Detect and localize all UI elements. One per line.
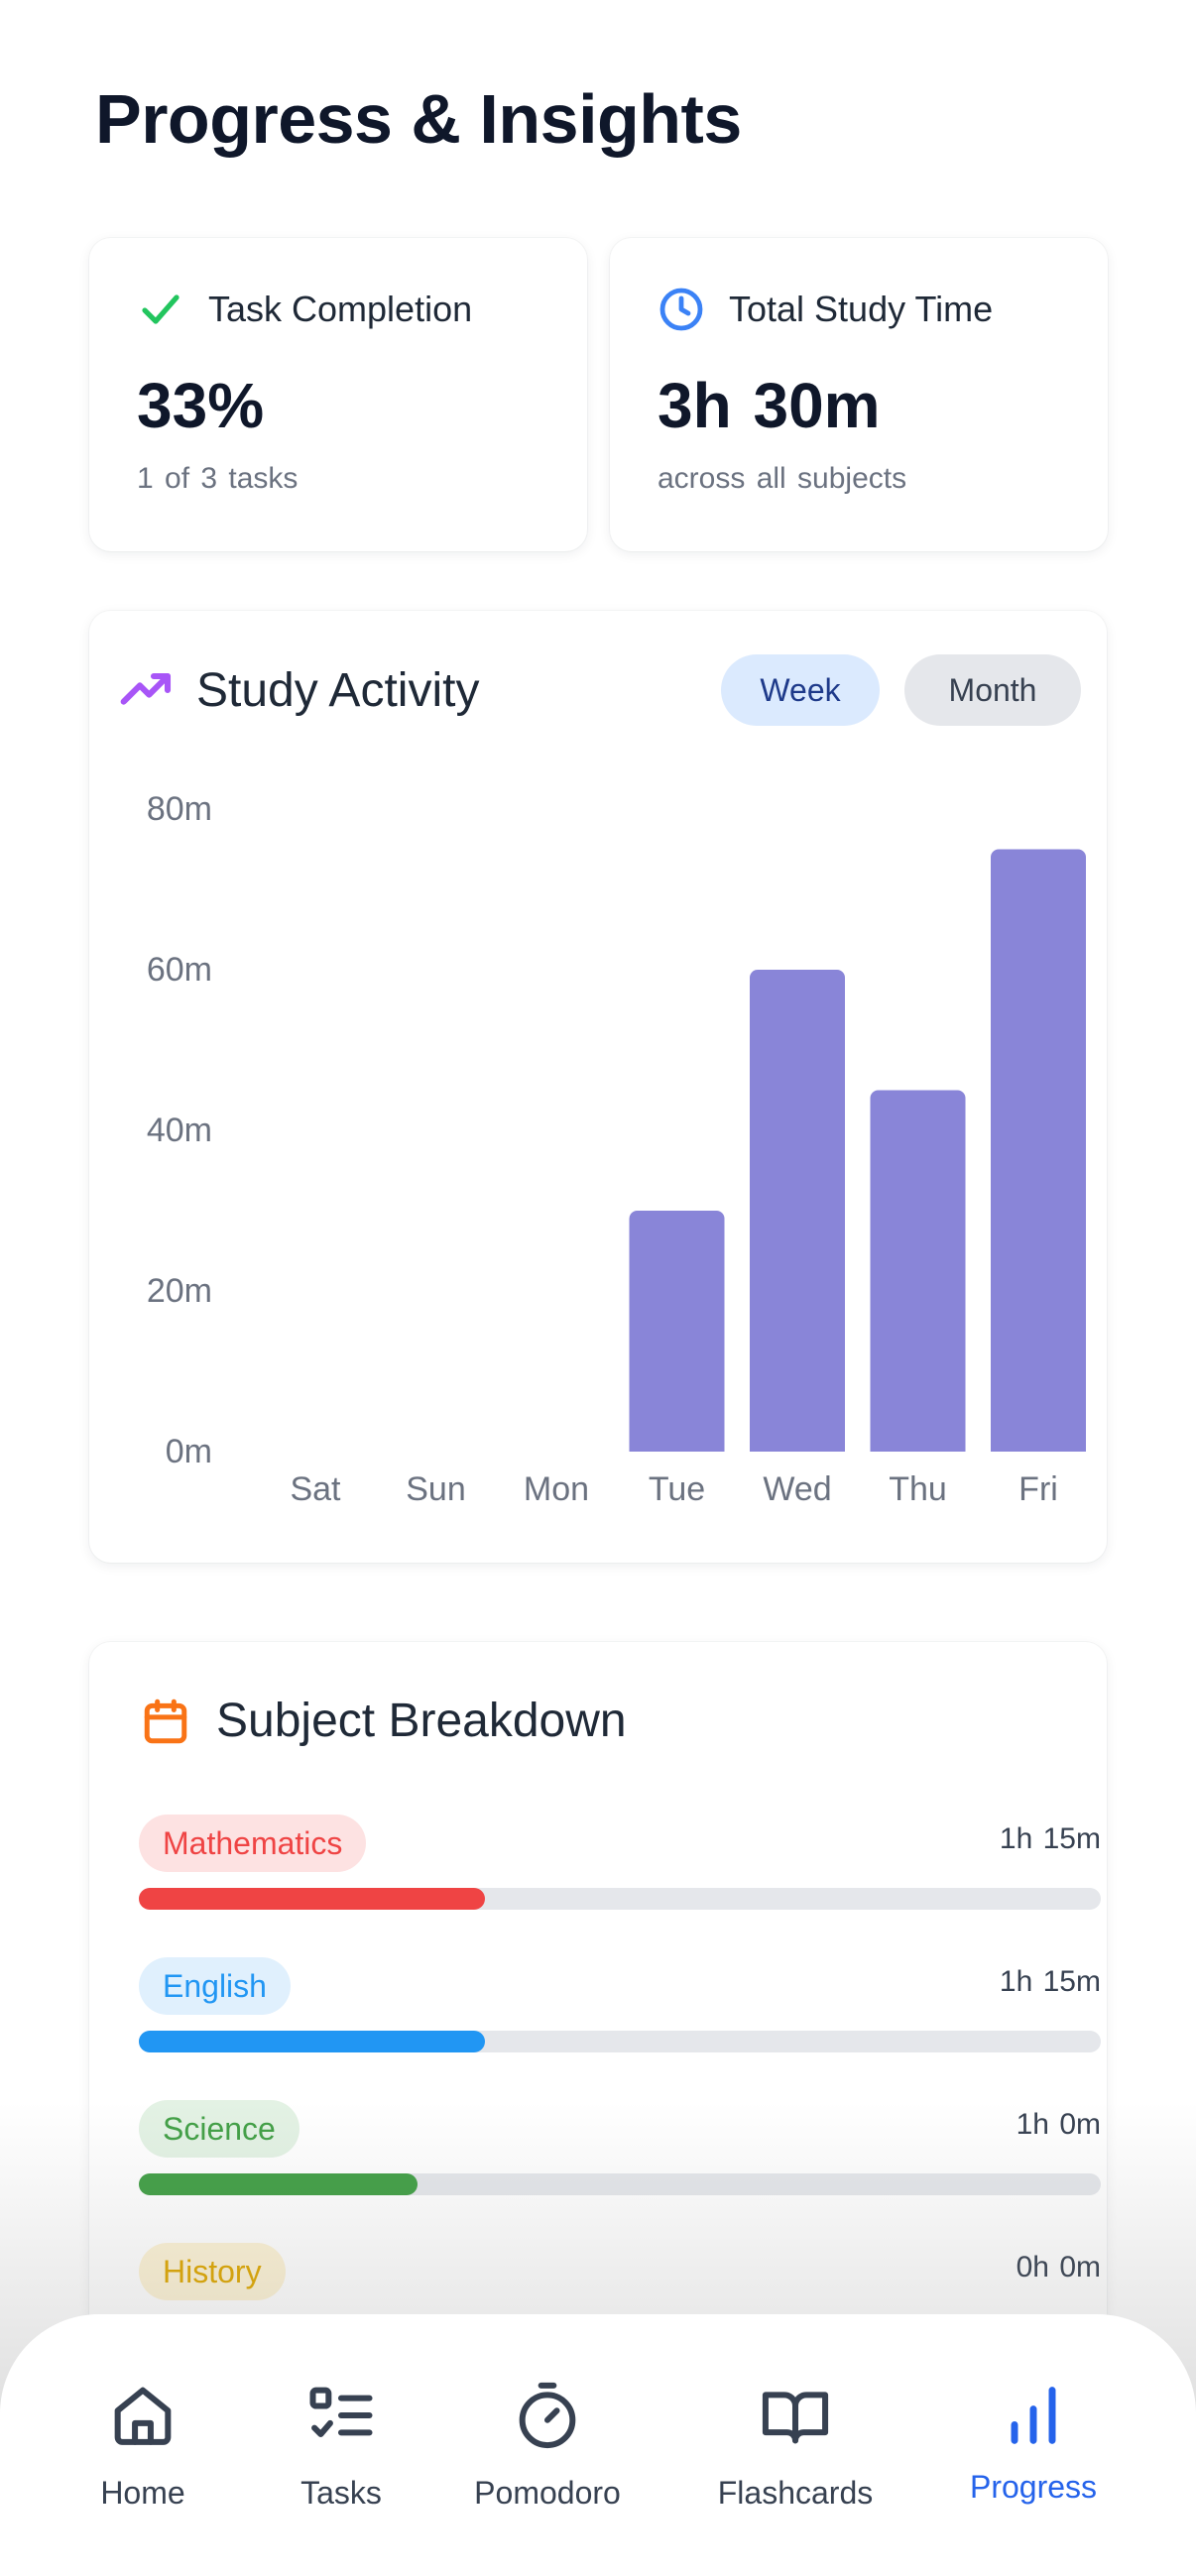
- nav-label-pomodoro: Pomodoro: [474, 2475, 621, 2511]
- nav-item-flashcards[interactable]: Flashcards: [696, 2314, 895, 2576]
- study-activity-card: 0m 20m 40m 60m 80m Sat Sun Mon Tue Wed Thu Fri Stud…: [89, 611, 1107, 1563]
- y-tick-label: 40m: [147, 1112, 212, 1149]
- week-toggle-button[interactable]: Week: [721, 654, 880, 726]
- month-toggle-button[interactable]: Month: [904, 654, 1081, 726]
- subject-breakdown-header: Subject Breakdown: [141, 1694, 627, 1748]
- subject-pill-english: English: [139, 1957, 291, 2015]
- bar-tue: [629, 1211, 725, 1452]
- subject-progress-track: [139, 2031, 1101, 2052]
- bar-base-tue: [629, 1440, 725, 1452]
- task-completion-value: 33%: [137, 370, 265, 441]
- nav-label-tasks: Tasks: [300, 2475, 382, 2511]
- study-activity-header: Study Activity: [119, 662, 479, 718]
- x-tick-label-fri: Fri: [1018, 1470, 1058, 1508]
- subject-progress-fill-english: [139, 2031, 486, 2052]
- study-time-subtext: across all subjects: [658, 462, 907, 495]
- x-tick-label-thu: Thu: [889, 1470, 947, 1508]
- task-completion-header: Task Completion: [137, 286, 472, 333]
- calendar-icon: [144, 1698, 187, 1743]
- subject-progress-track: [139, 2173, 1101, 2195]
- stopwatch-icon: [519, 2382, 576, 2449]
- subject-time-english: 1h 15m: [999, 1965, 1101, 1998]
- bar-chart-icon: [1011, 2387, 1056, 2444]
- bar-thu: [870, 1090, 966, 1452]
- task-completion-card: Task Completion 33% 1 of 3 tasks: [89, 238, 587, 551]
- bar-base-wed: [750, 1440, 845, 1452]
- y-tick-label: 60m: [147, 951, 212, 989]
- subject-row-science: Science 1h 0m: [139, 2100, 1101, 2209]
- y-tick-label: 80m: [147, 790, 212, 828]
- bar-fri: [991, 849, 1086, 1452]
- page-title: Progress & Insights: [95, 80, 742, 158]
- nav-item-tasks[interactable]: Tasks: [277, 2314, 406, 2576]
- subject-pill-science: Science: [139, 2100, 299, 2158]
- task-completion-subtext: 1 of 3 tasks: [137, 462, 299, 495]
- nav-label-home: Home: [100, 2475, 185, 2511]
- subject-pill-mathematics: Mathematics: [139, 1815, 367, 1872]
- study-time-card: Total Study Time 3h 30m across all subje…: [610, 238, 1108, 551]
- nav-item-home[interactable]: Home: [78, 2314, 207, 2576]
- study-time-value: 3h 30m: [658, 370, 881, 441]
- x-tick-label-wed: Wed: [763, 1470, 831, 1508]
- x-tick-label-mon: Mon: [524, 1470, 589, 1508]
- subject-time-science: 1h 0m: [1016, 2108, 1101, 2141]
- check-icon: [142, 294, 179, 324]
- book-open-icon: [762, 2392, 829, 2444]
- subject-progress-fill-mathematics: [139, 1888, 486, 1910]
- trending-up-icon: [120, 672, 172, 705]
- x-tick-label-sun: Sun: [406, 1470, 466, 1508]
- subject-time-mathematics: 1h 15m: [999, 1822, 1101, 1855]
- subject-row-history: History 0h 0m: [139, 2243, 1101, 2352]
- clock-icon: [659, 288, 703, 331]
- nav-label-flashcards: Flashcards: [717, 2475, 874, 2511]
- study-activity-chart: 0m 20m 40m 60m 80m Sat Sun Mon Tue Wed Thu Fri: [147, 790, 1086, 1508]
- task-completion-label: Task Completion: [208, 289, 473, 329]
- y-tick-label: 20m: [147, 1272, 212, 1310]
- y-tick-label: 0m: [166, 1433, 212, 1470]
- subject-row-mathematics: Mathematics 1h 15m: [139, 1815, 1101, 1924]
- x-tick-label-tue: Tue: [649, 1470, 705, 1508]
- subject-progress-fill-science: [139, 2173, 419, 2195]
- study-time-label: Total Study Time: [729, 289, 994, 329]
- subject-progress-track: [139, 1888, 1101, 1910]
- subject-time-history: 0h 0m: [1016, 2251, 1101, 2283]
- x-tick-label-sat: Sat: [290, 1470, 341, 1508]
- bar-base-fri: [991, 1440, 1086, 1452]
- nav-item-progress[interactable]: Progress: [954, 2314, 1113, 2576]
- tasks-icon: [309, 2387, 373, 2438]
- nav-item-pomodoro[interactable]: Pomodoro: [458, 2314, 637, 2576]
- bar-base-thu: [870, 1440, 966, 1452]
- subject-pill-history: History: [139, 2243, 286, 2300]
- nav-label-progress: Progress: [969, 2469, 1098, 2505]
- subject-row-english: English 1h 15m: [139, 1957, 1101, 2066]
- study-time-header: Total Study Time: [658, 286, 993, 333]
- home-icon: [114, 2387, 172, 2445]
- bar-wed: [750, 970, 845, 1452]
- subject-breakdown-title: Subject Breakdown: [216, 1695, 627, 1747]
- bottom-navigation: Home Tasks Pomodoro Flashcards Progress: [0, 2314, 1196, 2576]
- study-activity-title: Study Activity: [196, 663, 480, 717]
